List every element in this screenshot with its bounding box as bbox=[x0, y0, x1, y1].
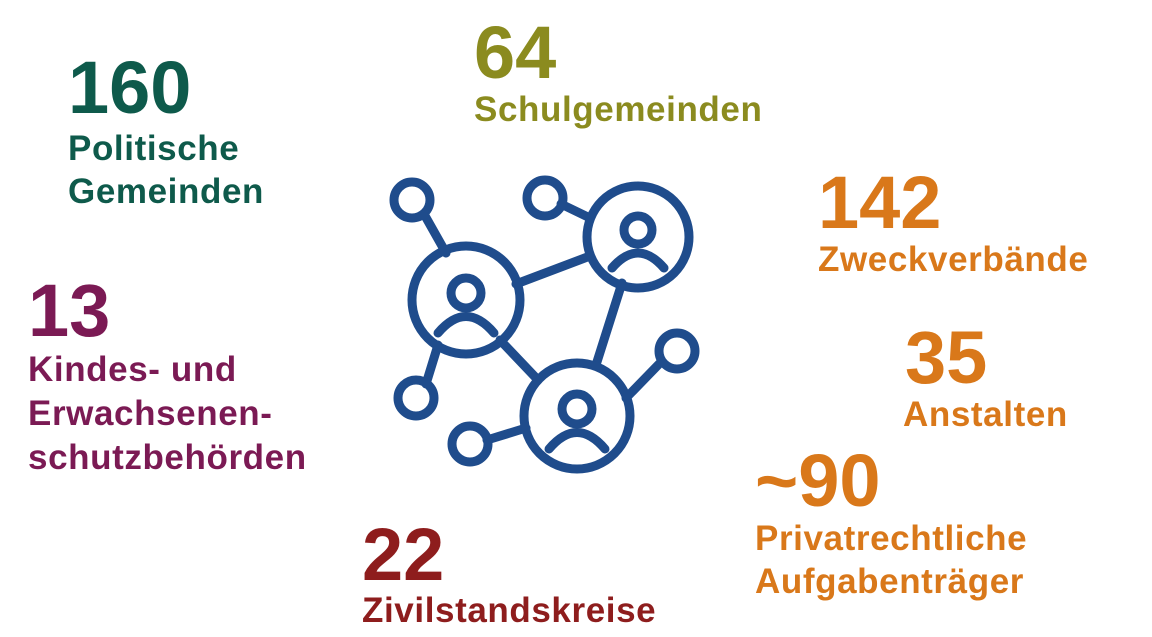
label: Aufgabenträger bbox=[755, 562, 1024, 601]
label: schutzbehörden bbox=[28, 438, 307, 477]
count: ~90 bbox=[755, 439, 881, 522]
count: 64 bbox=[474, 11, 556, 94]
network-icon bbox=[389, 175, 700, 474]
label: Zivilstandskreise bbox=[362, 591, 656, 630]
label: Kindes- und bbox=[28, 350, 237, 389]
count: 35 bbox=[905, 316, 987, 399]
count: 13 bbox=[28, 269, 110, 352]
label: Zweckverbände bbox=[818, 240, 1088, 279]
count: 22 bbox=[362, 513, 444, 596]
label: Erwachsenen- bbox=[28, 394, 273, 433]
label: Schulgemeinden bbox=[474, 90, 762, 129]
count: 160 bbox=[68, 46, 191, 129]
label: Privatrechtliche bbox=[755, 519, 1027, 558]
label: Politische bbox=[68, 129, 239, 168]
label: Anstalten bbox=[903, 395, 1068, 434]
count: 142 bbox=[818, 161, 941, 244]
label: Gemeinden bbox=[68, 172, 264, 211]
